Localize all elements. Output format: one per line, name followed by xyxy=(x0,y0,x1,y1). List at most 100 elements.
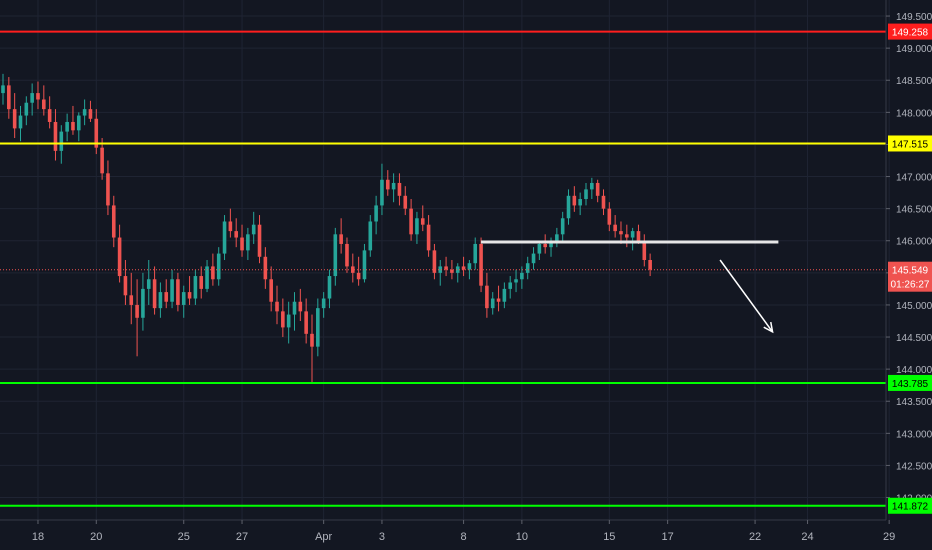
candle-body xyxy=(479,243,483,286)
time-tick-label: 29 xyxy=(883,531,895,543)
time-axis[interactable]: 18 20 25 27 Apr 3 8 10 15 17 22 24 29 xyxy=(32,520,895,543)
candle-body xyxy=(368,221,373,251)
candle-body xyxy=(141,288,145,318)
price-tick-label: 146.500 xyxy=(896,205,932,216)
level-price-label: 147.515 xyxy=(892,139,929,150)
candle-body xyxy=(490,298,495,309)
candle-body xyxy=(514,279,518,283)
candle-body xyxy=(438,266,443,273)
candle-body xyxy=(199,276,204,289)
candle-body xyxy=(648,260,652,270)
time-tick-label: 15 xyxy=(603,531,615,543)
candle-body xyxy=(7,85,11,110)
candle-body xyxy=(193,276,198,299)
candle-body xyxy=(502,288,507,302)
candle-body xyxy=(549,242,553,248)
candles xyxy=(1,73,652,382)
current-price-badge xyxy=(888,261,932,292)
candle-body xyxy=(146,279,151,289)
level-price-badge xyxy=(888,23,932,40)
candle-body xyxy=(152,279,157,309)
candle-body xyxy=(473,243,478,264)
candle-body xyxy=(304,311,308,334)
horizontal-levels xyxy=(0,30,886,507)
candle-body xyxy=(234,231,238,238)
time-tick-label: 10 xyxy=(516,531,528,543)
candle-body xyxy=(327,276,332,299)
candle-body xyxy=(525,263,530,273)
candle-body xyxy=(613,224,617,232)
candle-body xyxy=(356,272,361,280)
candle-body xyxy=(455,266,460,273)
candle-body xyxy=(345,243,349,267)
candle-body xyxy=(228,221,233,232)
time-tick-label: 27 xyxy=(236,531,248,543)
time-tick-label: 24 xyxy=(801,531,813,543)
candle-body xyxy=(420,218,425,225)
price-tick-label: 142.500 xyxy=(896,461,932,472)
candle-body xyxy=(485,285,489,309)
candle-body xyxy=(82,109,87,116)
price-tick-label: 149.000 xyxy=(896,44,932,55)
time-tick-label: 20 xyxy=(90,531,102,543)
candle-body xyxy=(129,295,134,305)
candle-body xyxy=(30,93,34,103)
candle-body xyxy=(543,243,547,248)
level-price-label: 149.258 xyxy=(892,28,929,39)
candle-body xyxy=(1,85,5,94)
candle-body xyxy=(36,93,40,100)
candle-body xyxy=(123,276,128,296)
time-tick-label: 22 xyxy=(749,531,761,543)
candle-body xyxy=(42,99,46,110)
candle-body xyxy=(508,282,513,289)
candle-body xyxy=(467,263,472,270)
time-tick-label: 3 xyxy=(379,531,385,543)
price-badges: 149.258 147.515 143.785 141.872 145.549 01:26… xyxy=(888,23,932,514)
drawings xyxy=(481,240,779,334)
current-price-label: 145.549 xyxy=(892,266,929,277)
candle-body xyxy=(636,231,641,241)
candle-body xyxy=(531,253,536,264)
candle-body xyxy=(187,292,192,299)
price-tick-label: 144.000 xyxy=(896,365,932,376)
projection-arrow-head[interactable] xyxy=(763,321,774,334)
candle-body xyxy=(170,279,174,302)
candle-body xyxy=(572,195,577,206)
candle-body xyxy=(257,224,262,257)
candle-body xyxy=(18,115,23,129)
candle-body xyxy=(584,189,588,200)
candle-body xyxy=(76,115,81,131)
candle-body xyxy=(450,269,454,273)
candle-body xyxy=(211,266,215,280)
candle-body xyxy=(181,292,186,305)
time-tick-label: 8 xyxy=(461,531,467,543)
candle-body xyxy=(269,279,273,302)
candle-body xyxy=(625,234,629,238)
candle-body xyxy=(590,182,594,190)
candle-body xyxy=(385,179,390,190)
candle-body xyxy=(374,205,378,222)
price-tick-label: 144.500 xyxy=(896,333,932,344)
candle-body xyxy=(158,292,163,309)
level-price-label: 141.872 xyxy=(892,502,929,513)
candle-body xyxy=(292,301,297,315)
candle-body xyxy=(537,243,542,254)
candle-body xyxy=(53,121,58,151)
candle-body xyxy=(205,266,209,289)
candle-body xyxy=(263,256,268,280)
candle-body xyxy=(333,234,338,277)
price-tick-label: 149.500 xyxy=(896,12,932,23)
candle-body xyxy=(351,266,355,273)
candle-body xyxy=(619,231,623,235)
candle-body xyxy=(566,195,571,219)
candle-body xyxy=(88,109,93,119)
candle-body xyxy=(222,221,227,254)
candle-body xyxy=(111,205,116,238)
projection-arrow-shaft[interactable] xyxy=(719,259,774,333)
price-tick-label: 145.000 xyxy=(896,301,932,312)
candle-body xyxy=(426,224,431,251)
candle-body xyxy=(298,301,303,312)
price-tick-label: 147.000 xyxy=(896,173,932,184)
